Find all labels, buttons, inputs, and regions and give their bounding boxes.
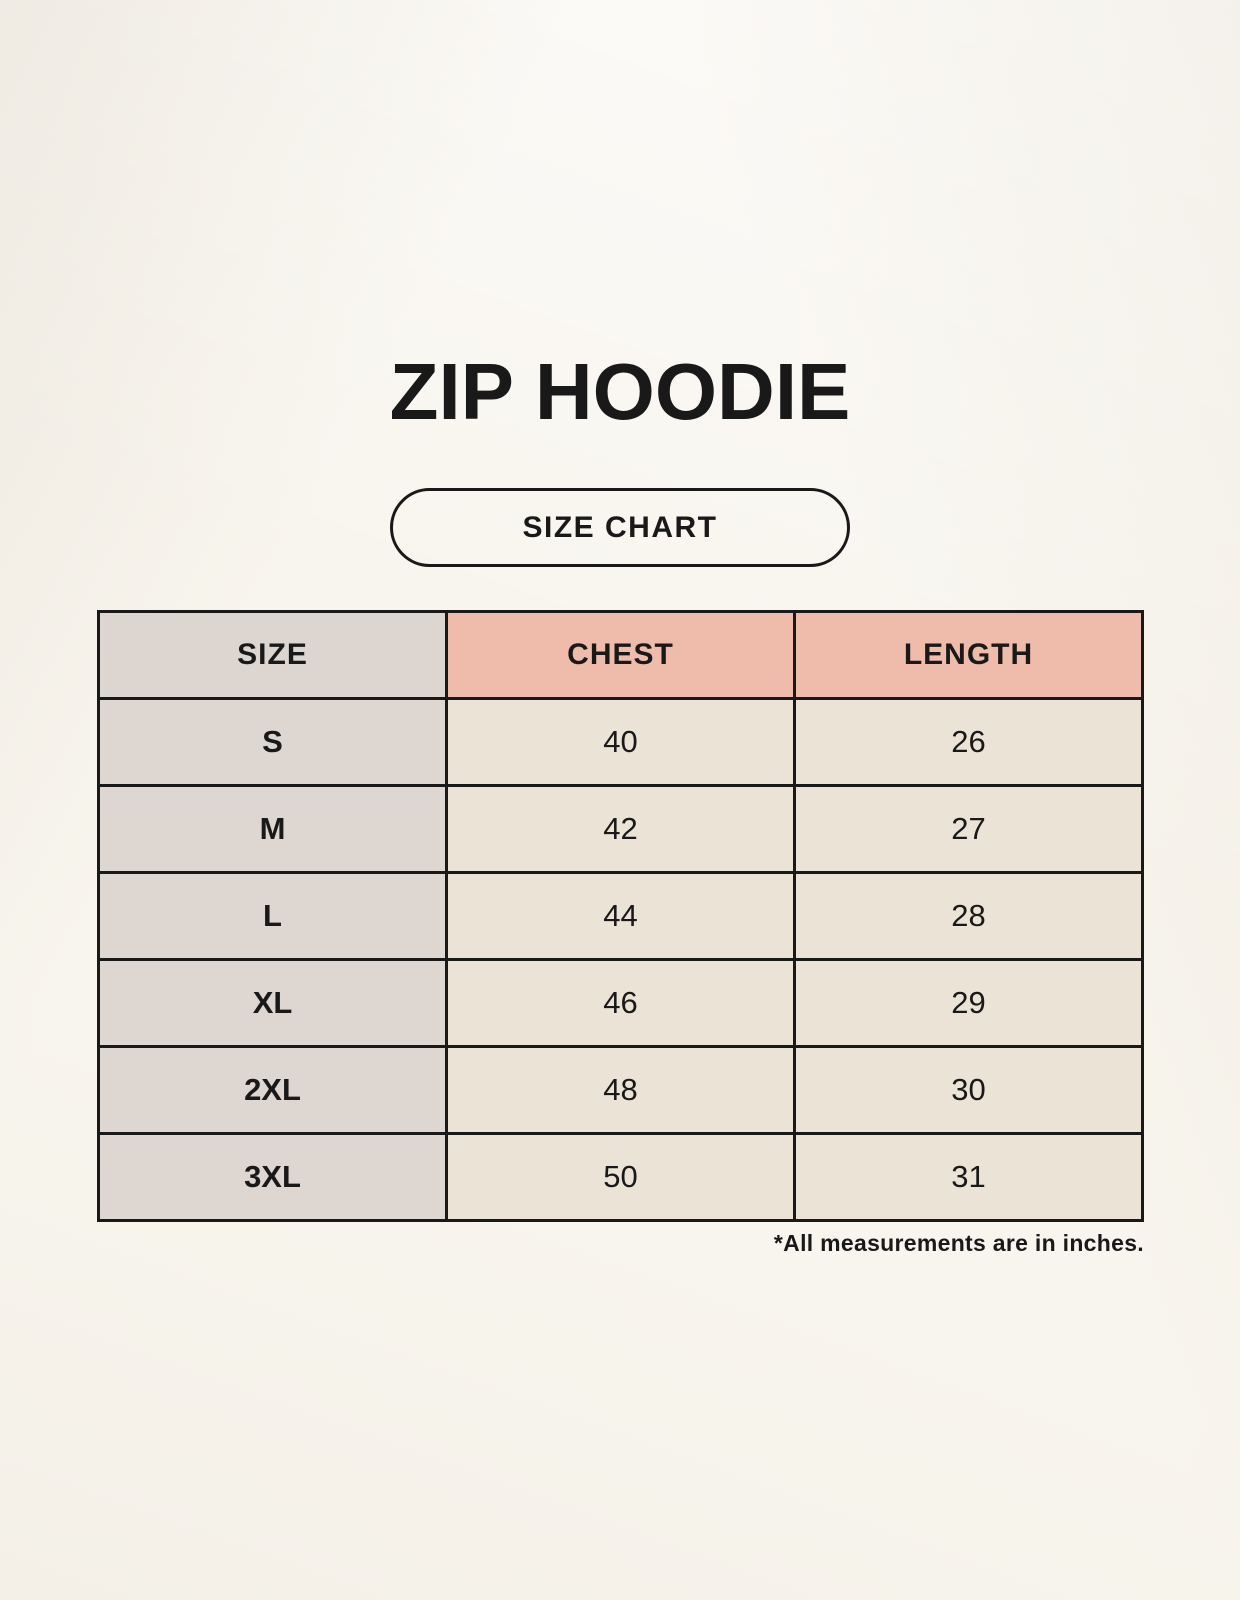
size-label-cell: M: [97, 784, 448, 874]
chest-value-cell: 44: [445, 871, 796, 961]
chest-value-cell: 50: [445, 1132, 796, 1222]
table-row: 3XL 50 31: [97, 1132, 1144, 1222]
size-label-cell: S: [97, 697, 448, 787]
measurements-footnote: *All measurements are in inches.: [773, 1230, 1144, 1256]
column-header-length: LENGTH: [793, 610, 1144, 700]
chest-value-cell: 42: [445, 784, 796, 874]
length-value-cell: 31: [793, 1132, 1144, 1222]
table-row: 2XL 48 30: [97, 1045, 1144, 1135]
table-row: S 40 26: [97, 697, 1144, 787]
length-value-cell: 28: [793, 871, 1144, 961]
length-value-cell: 27: [793, 784, 1144, 874]
length-value-cell: 29: [793, 958, 1144, 1048]
chest-value-cell: 48: [445, 1045, 796, 1135]
size-table: SIZE CHEST LENGTH S 40 26 M 42 27 L 44 2…: [97, 610, 1144, 1222]
length-value-cell: 26: [793, 697, 1144, 787]
size-label-cell: L: [97, 871, 448, 961]
length-value-cell: 30: [793, 1045, 1144, 1135]
size-label-cell: XL: [97, 958, 448, 1048]
chest-value-cell: 40: [445, 697, 796, 787]
table-row: L 44 28: [97, 871, 1144, 961]
column-header-chest: CHEST: [445, 610, 796, 700]
size-label-cell: 3XL: [97, 1132, 448, 1222]
size-chart-badge-label: SIZE CHART: [522, 510, 718, 544]
table-row: M 42 27: [97, 784, 1144, 874]
table-header-row: SIZE CHEST LENGTH: [97, 610, 1144, 700]
table-row: XL 46 29: [97, 958, 1144, 1048]
product-title: ZIP HOODIE: [389, 347, 851, 436]
size-label-cell: 2XL: [97, 1045, 448, 1135]
column-header-size: SIZE: [97, 610, 448, 700]
chest-value-cell: 46: [445, 958, 796, 1048]
size-chart-badge: SIZE CHART: [390, 488, 850, 567]
